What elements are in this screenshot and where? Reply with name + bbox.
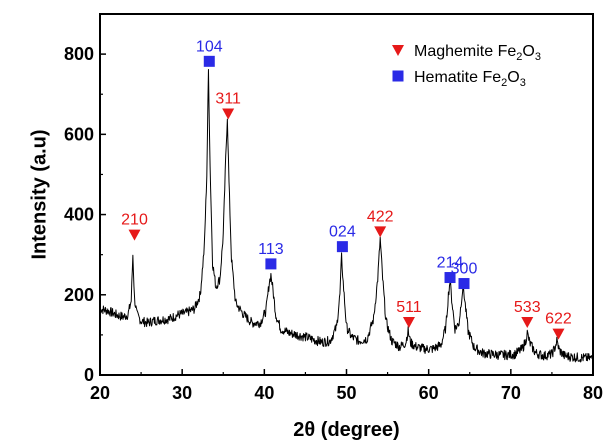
x-tick-label: 50 [336,383,356,403]
x-axis-title: 2θ (degree) [293,419,399,441]
hematite-peak-marker [458,278,470,290]
y-tick-label: 400 [64,205,94,225]
y-tick-label: 200 [64,285,94,305]
y-tick-label: 0 [84,365,94,385]
peak-label: 300 [451,261,478,278]
peak-label: 533 [514,299,541,316]
hematite-legend-marker [392,70,404,82]
peak-label: 214 [437,255,464,272]
hematite-peak-marker [336,241,348,253]
peak-label: 622 [545,311,572,328]
legend: Maghemite Fe2O3 Hematite Fe2O3 [392,43,541,89]
peak-label: 210 [121,212,148,229]
x-tick-label: 60 [419,383,439,403]
maghemite-legend-marker [392,45,404,56]
x-tick-label: 20 [90,383,110,403]
peak-label: 113 [258,241,284,258]
maghemite-peak-marker [128,229,141,241]
hematite-peak-marker [203,55,215,67]
x-tick-label: 70 [501,383,521,403]
peak-label: 104 [196,38,223,55]
hematite-peak-marker [265,258,277,270]
maghemite-legend-label: Maghemite Fe2O3 [414,43,541,63]
y-tick-label: 800 [64,44,94,64]
hematite-peak-marker [444,272,456,284]
y-axis-title: Intensity (a.u) [28,129,50,259]
x-tick-label: 40 [254,383,274,403]
x-tick-label: 80 [583,383,603,403]
maghemite-peak-marker [222,108,235,120]
hematite-legend-label: Hematite Fe2O3 [414,69,526,89]
peak-label: 311 [215,90,241,107]
peak-label: 511 [396,299,422,316]
maghemite-peak-marker [402,317,415,329]
plot-layer [99,69,594,363]
xrd-pattern-line [99,69,594,363]
peak-label: 024 [329,224,356,241]
maghemite-peak-marker [521,317,534,329]
x-tick-label: 30 [172,383,192,403]
peak-label: 422 [367,208,394,225]
y-tick-label: 600 [64,124,94,144]
maghemite-peak-marker [552,328,565,340]
maghemite-peak-marker [374,226,387,238]
